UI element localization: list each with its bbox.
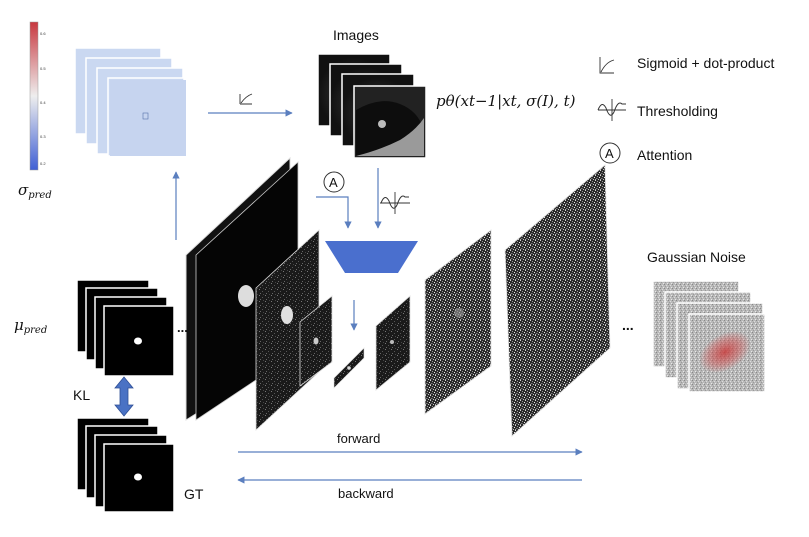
colorbar-tick: 0.5 [40,66,46,71]
backward-label: backward [338,486,394,501]
threshold-icon [597,99,626,121]
sigma-map-stack [74,47,186,157]
colorbar-tick: 0.4 [40,100,46,105]
threshold-node-icon [380,192,410,214]
colorbar-tick: 0.6 [40,31,46,36]
svg-text:A: A [605,146,614,161]
attention-icon: A [599,142,621,164]
mu-pred-stack [76,279,175,377]
svg-text:A: A [329,175,338,190]
diffusion-formula: pθ(xt−1|xt, σ(I), t) [436,92,576,110]
images-label: Images [333,27,379,43]
forward-label: forward [337,431,380,446]
gaussian-noise-label: Gaussian Noise [647,249,746,265]
legend: Sigmoid + dot-product Thresholding A Att… [597,55,774,164]
encoder-feature-small [299,295,333,387]
colorbar-tick: 0.2 [40,161,46,166]
decoder-feature-mid [424,229,492,415]
gt-stack [76,417,175,513]
gaussian-noise-stack [652,280,766,393]
sigma-colorbar: 0.6 0.5 0.4 0.3 0.2 [29,21,46,171]
sigmoid-icon [599,57,615,74]
kl-label: KL [73,387,90,403]
attention-node: A [323,171,345,193]
sigma-pred-label: σpred [18,181,52,201]
kl-double-arrow [114,376,134,417]
bottleneck-feature [333,347,365,389]
decoder-feature-small [375,295,411,391]
gt-label: GT [184,486,204,502]
bottleneck-block [325,241,418,273]
sigmoid-arrow [208,93,293,117]
legend-threshold-label: Thresholding [637,103,718,119]
attention-arrow [316,196,352,229]
ct-image-stack [317,53,427,159]
decoder-feature-large [504,164,611,437]
legend-sigmoid-label: Sigmoid + dot-product [637,55,774,71]
mu-pred-label: μpred [14,316,47,336]
legend-attention-label: Attention [637,147,692,163]
ellipsis-right: ... [622,317,634,333]
colorbar-tick: 0.3 [40,134,46,139]
ellipsis-left: ... [177,320,188,335]
